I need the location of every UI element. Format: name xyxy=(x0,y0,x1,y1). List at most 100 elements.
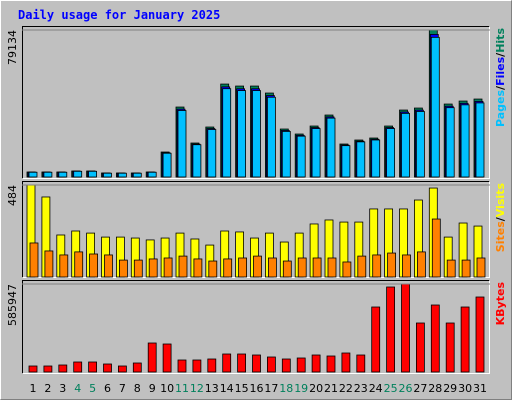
bar xyxy=(73,170,83,178)
x-tick-label: 31 xyxy=(473,382,487,395)
x-tick-label: 20 xyxy=(309,382,323,395)
bar xyxy=(311,354,321,373)
bar xyxy=(312,257,322,278)
bar xyxy=(372,254,382,278)
bar xyxy=(103,172,112,178)
bar xyxy=(222,353,232,373)
x-tick-label: 15 xyxy=(235,382,249,395)
bar xyxy=(326,355,336,373)
y-tick-label: 585947 xyxy=(6,284,19,326)
bar xyxy=(281,358,291,373)
bar xyxy=(223,258,233,278)
bar xyxy=(177,110,187,178)
panel-border-light xyxy=(22,280,490,374)
bar xyxy=(475,102,485,178)
bar xyxy=(237,353,247,373)
x-tick-label: 24 xyxy=(369,382,383,395)
bar xyxy=(208,260,218,278)
x-tick-label: 19 xyxy=(294,382,308,395)
bar xyxy=(43,365,53,373)
bar xyxy=(386,128,396,178)
bar xyxy=(133,259,143,278)
bar xyxy=(326,117,336,178)
bar xyxy=(386,286,396,373)
bar xyxy=(296,135,306,178)
y-tick-label: 79134 xyxy=(6,30,19,65)
bar xyxy=(342,261,352,278)
legend-entry: Hits xyxy=(494,28,507,53)
bar xyxy=(371,306,381,373)
x-tick-label: 16 xyxy=(250,382,264,395)
bar xyxy=(371,139,381,178)
bar xyxy=(296,357,306,373)
x-tick-label: 3 xyxy=(59,382,66,395)
bar xyxy=(475,296,485,373)
legend: KBytes xyxy=(494,282,507,326)
x-tick-label: 21 xyxy=(324,382,338,395)
bar xyxy=(341,145,351,178)
bar xyxy=(44,250,54,278)
bar xyxy=(29,242,39,278)
bar xyxy=(267,257,277,278)
x-tick-label: 14 xyxy=(220,382,234,395)
y-tick-label: 484 xyxy=(6,185,19,206)
bar xyxy=(238,257,248,278)
bar xyxy=(266,96,276,178)
x-tick-label: 12 xyxy=(190,382,204,395)
legend-entry: Files xyxy=(494,56,507,86)
bar xyxy=(104,254,113,278)
bar xyxy=(222,88,232,178)
x-tick-label: 9 xyxy=(149,382,156,395)
bar xyxy=(430,36,440,178)
x-tick-label: 26 xyxy=(399,382,413,395)
bar xyxy=(207,129,217,178)
legend: Sites/Visits xyxy=(494,183,507,253)
bar xyxy=(73,361,83,373)
bar xyxy=(281,131,291,178)
bar xyxy=(28,171,38,178)
bar xyxy=(401,283,410,373)
bar xyxy=(59,254,69,278)
x-tick-label: 18 xyxy=(279,382,293,395)
bar xyxy=(237,90,247,178)
bar xyxy=(460,104,470,178)
bar xyxy=(282,260,292,278)
bar xyxy=(327,257,337,278)
bar xyxy=(162,152,172,178)
x-tick-label: 13 xyxy=(205,382,219,395)
bar xyxy=(357,255,367,278)
legend-entry: Pages xyxy=(494,89,507,127)
bar xyxy=(415,322,425,373)
x-tick-label: 4 xyxy=(74,382,81,395)
bar xyxy=(74,251,84,278)
bar xyxy=(163,257,173,278)
x-tick-label: 27 xyxy=(413,382,427,395)
x-tick-label: 11 xyxy=(175,382,189,395)
bar xyxy=(28,365,38,373)
bar xyxy=(445,107,455,178)
bar xyxy=(461,259,471,278)
x-tick-label: 28 xyxy=(428,382,442,395)
x-tick-label: 29 xyxy=(443,382,457,395)
bar xyxy=(445,322,455,373)
x-tick-label: 10 xyxy=(160,382,174,395)
bar xyxy=(387,252,397,278)
bar xyxy=(43,171,53,178)
legend-separator: / xyxy=(494,216,507,221)
x-tick-label: 25 xyxy=(384,382,398,395)
bar xyxy=(253,255,262,278)
bar xyxy=(193,258,203,278)
legend-entry: KBytes xyxy=(494,282,507,326)
bar xyxy=(341,352,351,373)
x-tick-label: 23 xyxy=(354,382,368,395)
bar xyxy=(118,365,127,373)
bar xyxy=(460,306,470,373)
bar xyxy=(252,354,261,373)
legend-entry: Visits xyxy=(494,183,507,218)
x-tick-label: 6 xyxy=(104,382,111,395)
bar xyxy=(88,170,97,178)
bar xyxy=(119,259,128,278)
bar xyxy=(252,90,261,178)
